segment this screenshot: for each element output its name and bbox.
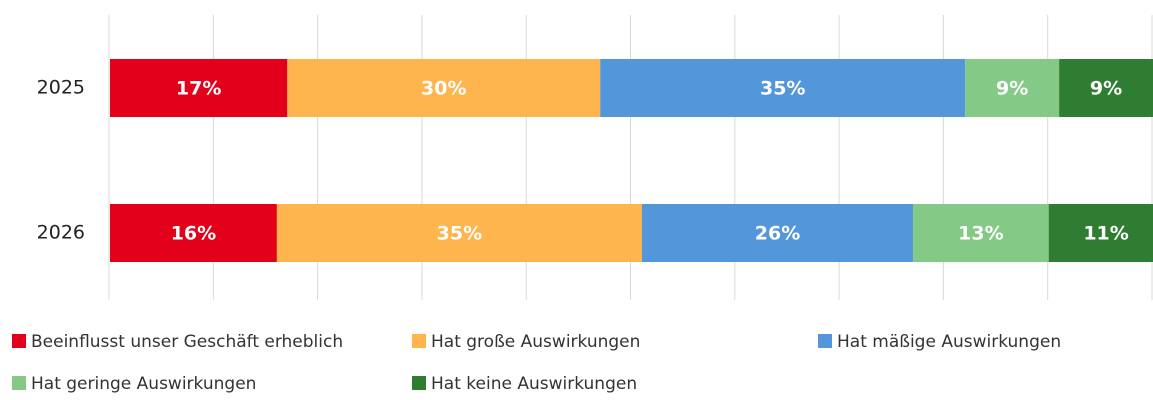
legend-swatch <box>12 376 26 390</box>
value-label: 30% <box>421 78 466 100</box>
bar-segment <box>965 59 1060 117</box>
value-label: 26% <box>755 223 800 245</box>
value-label: 13% <box>958 223 1003 245</box>
legend-swatch <box>412 376 426 390</box>
legend-swatch <box>412 334 426 348</box>
value-label: 35% <box>437 223 482 245</box>
bar-segment <box>287 59 601 117</box>
bar-segment <box>276 204 642 262</box>
y-tick-label: 2026 <box>37 222 85 244</box>
legend-label: Beeinflusst unser Geschäft erheblich <box>31 332 343 352</box>
bar-segment <box>913 204 1049 262</box>
legend-label: Hat große Auswirkungen <box>431 332 640 352</box>
legend-label: Hat keine Auswirkungen <box>431 374 637 394</box>
value-label: 9% <box>996 78 1028 100</box>
bar-segment <box>1059 59 1153 117</box>
legend-swatch <box>12 334 26 348</box>
value-label: 9% <box>1090 78 1122 100</box>
value-label: 16% <box>171 223 216 245</box>
value-label: 11% <box>1083 223 1128 245</box>
legend-label: Hat geringe Auswirkungen <box>31 374 256 394</box>
bar-segment <box>110 59 288 117</box>
y-tick-label: 2025 <box>37 77 85 99</box>
bar-segment <box>641 204 914 262</box>
value-label: 17% <box>176 78 221 100</box>
bar-segment <box>600 59 966 117</box>
legend-swatch <box>818 334 832 348</box>
bar-segment <box>110 204 277 262</box>
bar-segment <box>1048 204 1153 262</box>
value-label: 35% <box>760 78 805 100</box>
legend-label: Hat mäßige Auswirkungen <box>837 332 1061 352</box>
